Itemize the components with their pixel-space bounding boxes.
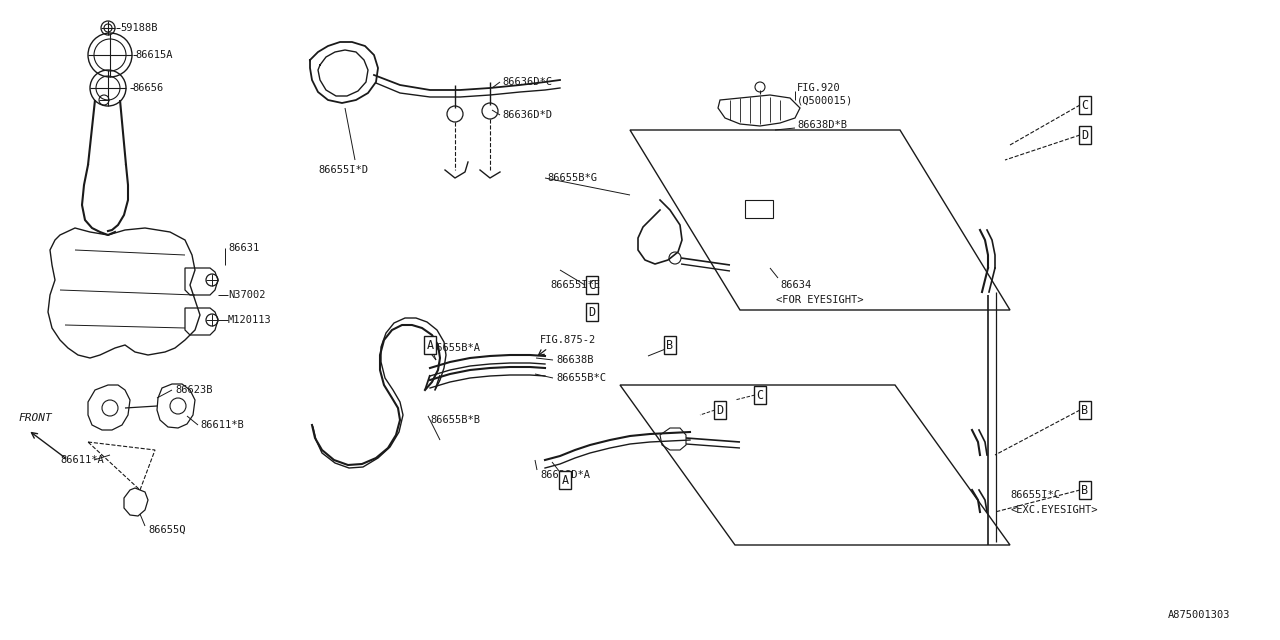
Text: 86631: 86631	[228, 243, 260, 253]
Text: C: C	[756, 388, 764, 401]
Text: 86611*B: 86611*B	[200, 420, 243, 430]
Text: FRONT: FRONT	[18, 413, 51, 423]
Text: D: D	[717, 403, 723, 417]
Text: FIG.920: FIG.920	[797, 83, 841, 93]
Text: 86655B*A: 86655B*A	[430, 343, 480, 353]
Text: 86655Q: 86655Q	[148, 525, 186, 535]
Text: A: A	[562, 474, 568, 486]
Text: A: A	[426, 339, 434, 351]
Text: <FOR EYESIGHT>: <FOR EYESIGHT>	[776, 295, 864, 305]
Text: 86638D*A: 86638D*A	[540, 470, 590, 480]
Bar	[745, 200, 773, 218]
Text: 86656: 86656	[132, 83, 164, 93]
Text: 86623B: 86623B	[175, 385, 212, 395]
Text: 86655I*D: 86655I*D	[317, 165, 369, 175]
Text: <EXC.EYESIGHT>: <EXC.EYESIGHT>	[1010, 505, 1097, 515]
Text: B: B	[1082, 483, 1088, 497]
Text: 86636D*C: 86636D*C	[502, 77, 552, 87]
Text: 59188B: 59188B	[120, 23, 157, 33]
Text: D: D	[589, 305, 595, 319]
Text: C: C	[1082, 99, 1088, 111]
Text: 86655B*B: 86655B*B	[430, 415, 480, 425]
Text: (Q500015): (Q500015)	[797, 95, 854, 105]
Text: 86638B: 86638B	[556, 355, 594, 365]
Text: A875001303: A875001303	[1167, 610, 1230, 620]
Text: 86655B*C: 86655B*C	[556, 373, 605, 383]
Text: 86655I*E: 86655I*E	[550, 280, 600, 290]
Text: 86655B*G: 86655B*G	[547, 173, 596, 183]
Text: 86655I*C: 86655I*C	[1010, 490, 1060, 500]
Text: N37002: N37002	[228, 290, 265, 300]
Text: C: C	[589, 278, 595, 291]
Text: B: B	[667, 339, 673, 351]
Text: FIG.875-2: FIG.875-2	[540, 335, 596, 345]
Text: 86638D*B: 86638D*B	[797, 120, 847, 130]
Text: 86615A: 86615A	[134, 50, 173, 60]
Text: 86611*A: 86611*A	[60, 455, 104, 465]
Text: M120113: M120113	[228, 315, 271, 325]
Text: 86634: 86634	[780, 280, 812, 290]
Text: D: D	[1082, 129, 1088, 141]
Text: 86636D*D: 86636D*D	[502, 110, 552, 120]
Text: B: B	[1082, 403, 1088, 417]
